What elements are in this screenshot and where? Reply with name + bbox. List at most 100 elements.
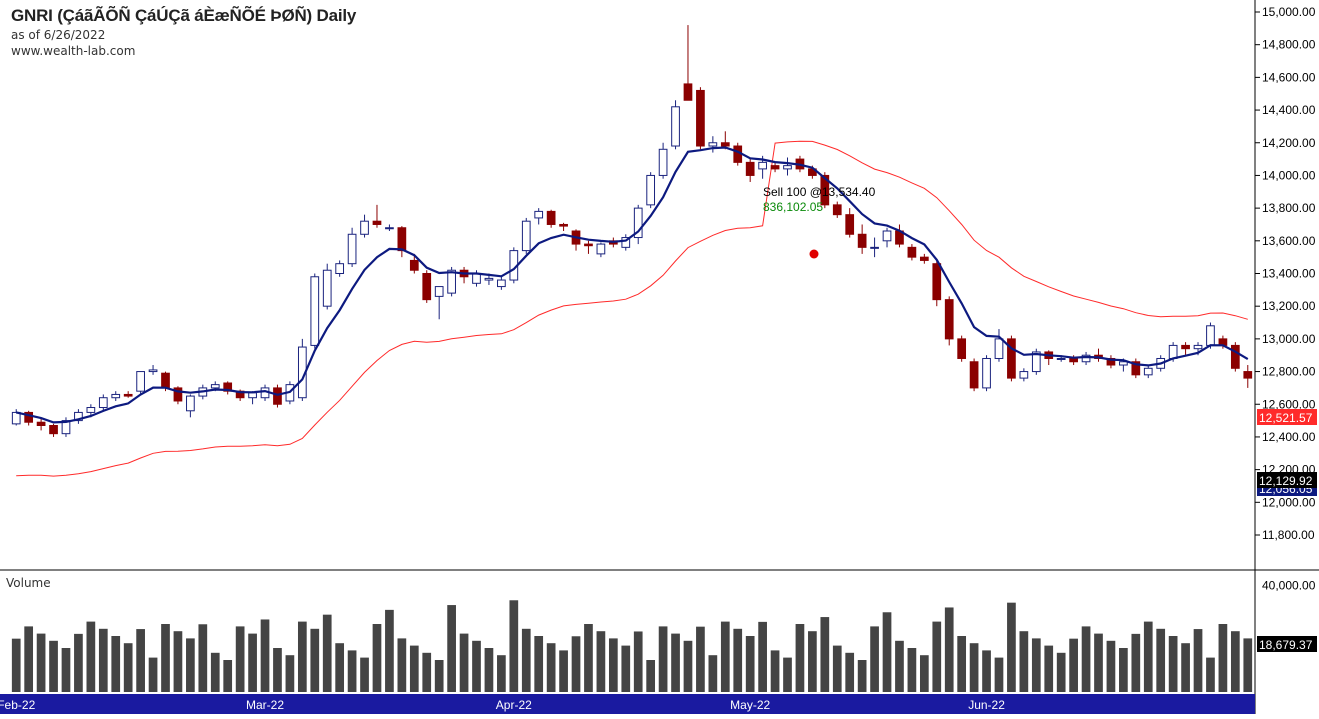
- date-label: Jun-22: [968, 698, 1005, 712]
- volume-bar: [1119, 648, 1128, 692]
- candle-body: [907, 246, 917, 258]
- volume-bar: [646, 660, 656, 692]
- volume-bar: [671, 633, 680, 692]
- volume-bar: [11, 638, 21, 692]
- candle-body: [98, 397, 108, 409]
- volume-bar: [248, 633, 257, 692]
- volume-bar: [310, 628, 320, 692]
- trade-profit-label: 836,102.05: [763, 200, 823, 214]
- volume-bar: [720, 621, 730, 692]
- candle-body: [870, 246, 879, 249]
- candle-body: [1143, 367, 1153, 376]
- trailing-stop-line: [15, 146, 1249, 424]
- upper-band-badge-bg: [1257, 409, 1317, 425]
- volume-bar: [1230, 631, 1240, 692]
- volume-bar: [335, 643, 345, 692]
- candle-body: [932, 263, 942, 301]
- candle-body: [422, 273, 432, 301]
- volume-bar: [733, 628, 743, 692]
- candle-body: [919, 256, 929, 261]
- volume-bar: [111, 636, 121, 692]
- price-tick-label: 13,000.00: [1262, 332, 1316, 346]
- volume-bar: [683, 640, 693, 692]
- volume-bar: [186, 638, 195, 692]
- candle-body: [273, 387, 282, 405]
- volume-bar: [895, 640, 904, 692]
- candle-body: [24, 411, 34, 423]
- candle-body: [111, 393, 121, 399]
- volume-bar: [1206, 657, 1215, 692]
- trade-label: Sell 100 @13,534.40: [763, 185, 876, 199]
- candle-body: [658, 148, 668, 176]
- candle-body: [86, 407, 96, 413]
- volume-bar: [571, 636, 581, 692]
- sell-marker: [809, 249, 819, 259]
- candle-body: [49, 424, 58, 435]
- candle-body: [1069, 357, 1078, 363]
- candle-body: [584, 243, 593, 247]
- date-label: Apr-22: [496, 698, 532, 712]
- candle-body: [596, 243, 606, 255]
- close-price-badge: 12,129.92: [1259, 474, 1313, 488]
- volume-bar: [372, 624, 382, 692]
- candle-body: [136, 371, 145, 392]
- close-price-badge-bg: [1257, 472, 1317, 488]
- candle-body: [646, 174, 656, 206]
- price-tick-label: 13,400.00: [1262, 267, 1316, 281]
- volume-bar: [882, 612, 892, 692]
- price-tick-label: 14,200.00: [1262, 136, 1316, 150]
- price-tick-label: 13,800.00: [1262, 201, 1316, 215]
- volume-bar: [434, 660, 444, 692]
- volume-bar: [123, 643, 133, 692]
- volume-bar: [397, 638, 407, 692]
- volume-pane-label: Volume: [6, 576, 51, 590]
- volume-bar: [957, 636, 967, 692]
- volume-bar: [820, 617, 830, 692]
- price-tick-label: 14,800.00: [1262, 38, 1316, 52]
- volume-badge-bg: [1257, 636, 1317, 652]
- volume-bar: [845, 652, 855, 692]
- candle-body: [758, 161, 767, 170]
- volume-bar: [235, 626, 245, 692]
- price-tick-label: 13,200.00: [1262, 299, 1316, 313]
- volume-bar: [546, 643, 556, 692]
- volume-bar: [409, 645, 419, 692]
- volume-bar: [1081, 626, 1091, 692]
- volume-bar: [1143, 621, 1153, 692]
- candle-body: [1106, 357, 1116, 366]
- volume-bar: [509, 600, 519, 692]
- volume-bar: [1243, 638, 1253, 692]
- candle-body: [994, 338, 1004, 359]
- volume-bar: [61, 648, 71, 692]
- candle-body: [857, 233, 867, 248]
- volume-bar: [770, 650, 780, 692]
- candle-body: [832, 204, 842, 216]
- candle-body: [957, 338, 967, 359]
- candle-body: [621, 237, 631, 248]
- volume-bar: [98, 628, 108, 692]
- candle-body: [534, 210, 544, 219]
- volume-bar: [559, 650, 568, 692]
- candle-body: [322, 269, 332, 307]
- volume-bar: [795, 624, 805, 692]
- volume-bar: [273, 648, 282, 692]
- candle-body: [74, 411, 83, 422]
- volume-bar: [497, 655, 506, 692]
- price-tick-label: 11,800.00: [1262, 528, 1315, 542]
- volume-bar: [148, 657, 158, 692]
- candle-body: [186, 395, 195, 412]
- volume-bar: [210, 652, 220, 692]
- candle-body: [1081, 354, 1091, 363]
- candle-body: [845, 214, 855, 235]
- volume-bar: [696, 626, 705, 692]
- date-label: Mar-22: [246, 698, 284, 712]
- candle-body: [882, 230, 892, 242]
- candle-body: [347, 233, 357, 265]
- candle-body: [770, 165, 780, 170]
- volume-tick-label: 40,000.00: [1262, 578, 1316, 592]
- volume-bar: [459, 633, 469, 692]
- candle-body: [497, 279, 506, 288]
- volume-bar: [36, 633, 46, 692]
